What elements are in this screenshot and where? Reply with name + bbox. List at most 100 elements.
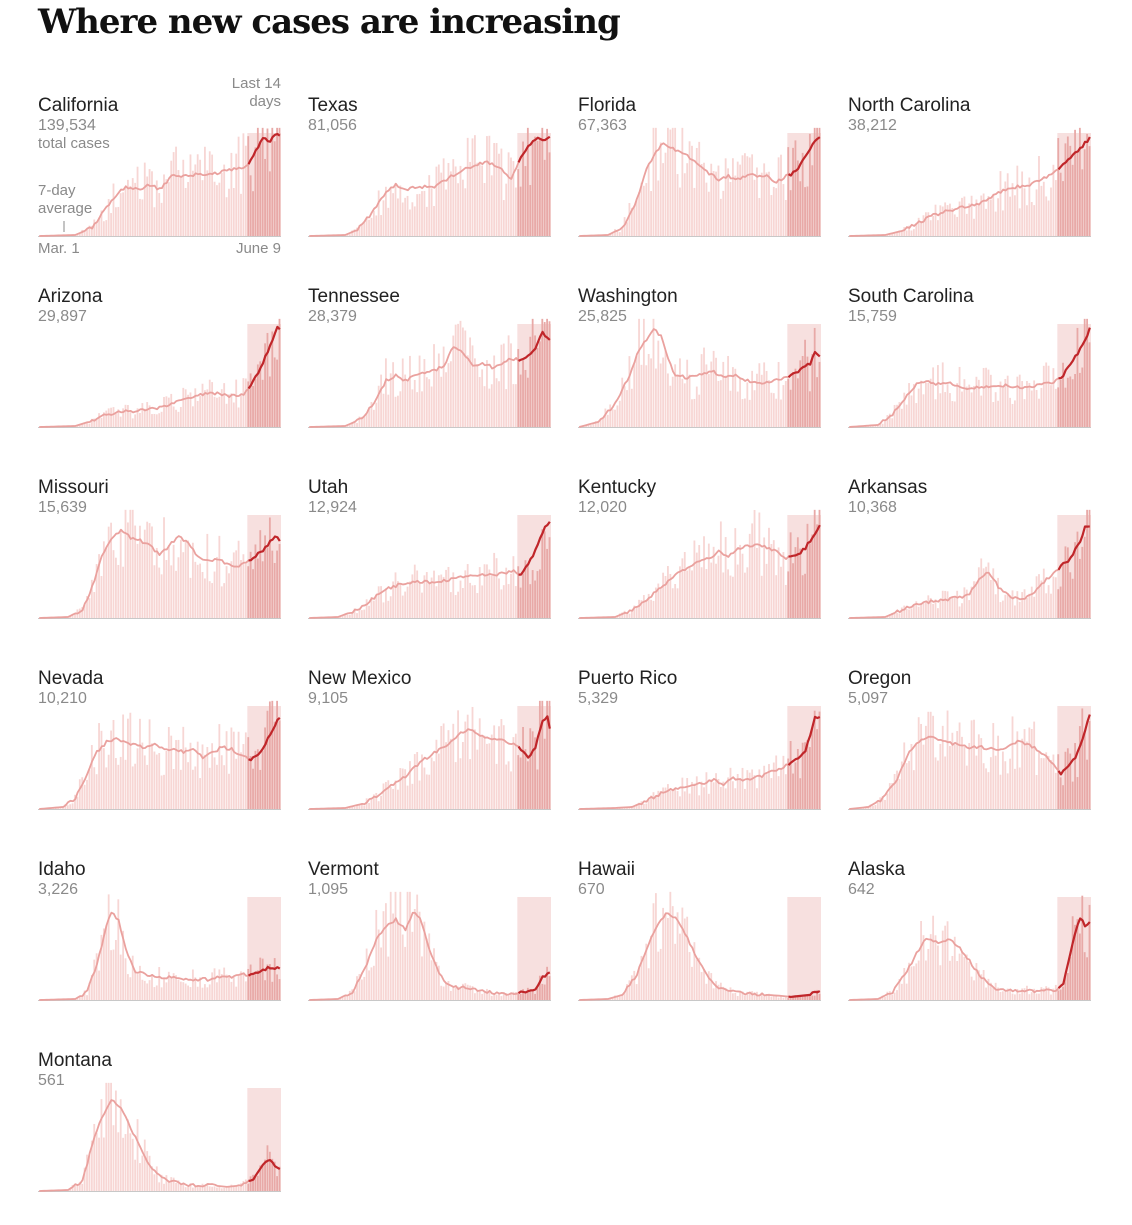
daily-bar xyxy=(366,599,368,618)
daily-bar xyxy=(110,1083,112,1191)
daily-bar xyxy=(153,1174,155,1191)
daily-bar xyxy=(156,548,158,618)
daily-bar xyxy=(1089,905,1091,1000)
daily-bar xyxy=(469,583,471,618)
x-axis-end-label: June 9 xyxy=(211,240,281,258)
daily-bar xyxy=(908,610,910,618)
daily-bar xyxy=(761,776,763,809)
daily-bar xyxy=(479,991,481,1000)
daily-bar xyxy=(814,328,816,427)
daily-bar xyxy=(517,994,519,1000)
daily-bar xyxy=(990,375,992,427)
daily-bar xyxy=(238,732,240,809)
daily-bar xyxy=(739,545,741,618)
daily-bar xyxy=(452,724,454,809)
daily-bar xyxy=(279,721,281,809)
state-total-cases: 38,212 xyxy=(848,117,897,135)
daily-bar xyxy=(734,788,736,809)
daily-bar xyxy=(963,747,965,809)
daily-bar xyxy=(631,612,633,618)
daily-bar xyxy=(436,586,438,618)
daily-bar xyxy=(498,578,500,618)
daily-bar xyxy=(1074,130,1076,236)
daily-bar xyxy=(942,362,944,427)
daily-bar xyxy=(515,188,517,236)
daily-bar xyxy=(939,601,941,618)
daily-bar xyxy=(105,926,107,1000)
daily-bar xyxy=(137,1119,139,1191)
daily-bar xyxy=(995,983,997,1000)
daily-bar xyxy=(431,960,433,1000)
daily-bar xyxy=(1065,388,1067,427)
daily-bar xyxy=(992,402,994,427)
daily-bar xyxy=(488,570,490,618)
daily-bar xyxy=(730,182,732,236)
daily-bar xyxy=(276,360,278,427)
daily-bar xyxy=(158,967,160,1000)
daily-bar xyxy=(180,407,182,427)
daily-bar xyxy=(1019,602,1021,618)
daily-bar xyxy=(259,143,261,236)
daily-bar xyxy=(508,152,510,236)
daily-bar xyxy=(455,166,457,236)
daily-bar xyxy=(763,362,765,427)
state-name: New Mexico xyxy=(308,668,411,690)
daily-bar xyxy=(549,321,551,427)
daily-bar xyxy=(703,536,705,618)
daily-bar xyxy=(988,370,990,427)
daily-bar xyxy=(371,967,373,1000)
daily-bar xyxy=(1019,994,1021,1000)
daily-bar xyxy=(252,769,254,809)
daily-bar xyxy=(178,980,180,1000)
daily-bar xyxy=(1053,368,1055,427)
daily-bar xyxy=(899,613,901,618)
daily-bar xyxy=(440,726,442,809)
daily-bar xyxy=(462,328,464,428)
daily-bar xyxy=(546,549,548,618)
daily-bar xyxy=(390,596,392,618)
daily-bar xyxy=(1069,957,1071,1000)
daily-bar xyxy=(472,138,474,236)
daily-bar xyxy=(770,393,772,427)
daily-bar xyxy=(267,333,269,427)
daily-bar xyxy=(262,751,264,809)
daily-bar xyxy=(363,610,365,618)
daily-bar xyxy=(375,215,377,236)
daily-bar xyxy=(1086,760,1088,809)
daily-bar xyxy=(720,199,722,236)
daily-bar xyxy=(474,135,476,236)
daily-bar xyxy=(1028,383,1030,427)
daily-bar xyxy=(421,956,423,1000)
daily-bar xyxy=(438,165,440,236)
daily-bar xyxy=(279,319,281,427)
daily-bar xyxy=(274,357,276,427)
daily-bar xyxy=(997,401,999,427)
daily-bar xyxy=(426,377,428,427)
daily-bar xyxy=(428,379,430,427)
daily-bar xyxy=(899,779,901,809)
state-name: Arizona xyxy=(38,286,102,308)
daily-bar xyxy=(903,968,905,1000)
daily-bar xyxy=(110,731,112,809)
daily-bar xyxy=(416,752,418,809)
daily-bar xyxy=(935,205,937,236)
daily-bar xyxy=(163,517,165,618)
daily-bar xyxy=(513,737,515,809)
daily-bar xyxy=(811,996,813,1000)
daily-bar xyxy=(990,199,992,236)
daily-bar xyxy=(373,211,375,236)
daily-bar xyxy=(1081,708,1083,809)
daily-bar xyxy=(549,976,551,1000)
daily-bar xyxy=(513,384,515,427)
daily-bar xyxy=(86,780,88,809)
daily-bar xyxy=(935,399,937,427)
daily-bar xyxy=(170,978,172,1000)
daily-bar xyxy=(773,393,775,427)
daily-bar xyxy=(686,778,688,809)
daily-bar xyxy=(505,568,507,618)
daily-bar xyxy=(416,570,418,618)
state-total-cases: 81,056 xyxy=(308,117,357,135)
daily-bar xyxy=(378,930,380,1001)
daily-bar xyxy=(638,600,640,618)
daily-bar xyxy=(541,529,543,618)
